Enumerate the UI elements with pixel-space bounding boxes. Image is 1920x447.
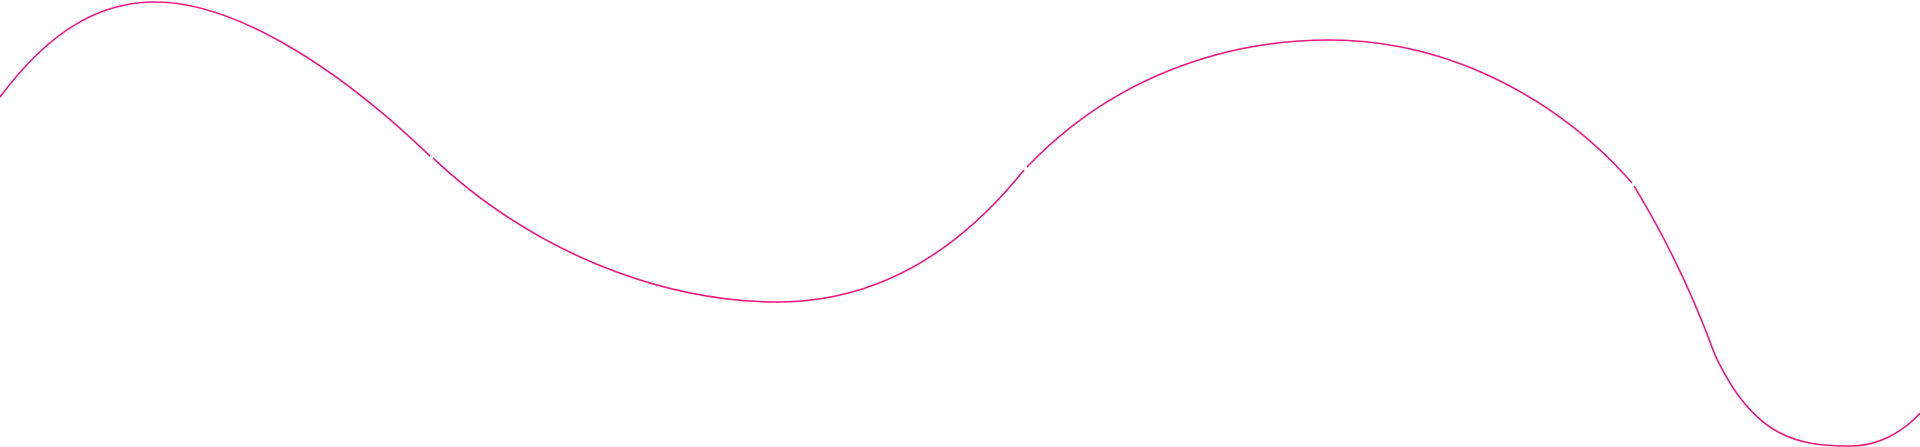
wave-segment-4 xyxy=(1633,185,1920,447)
wave-segment-1 xyxy=(0,1,431,157)
wave-segment-2 xyxy=(432,157,1025,303)
wave-segment-3 xyxy=(1026,39,1633,184)
